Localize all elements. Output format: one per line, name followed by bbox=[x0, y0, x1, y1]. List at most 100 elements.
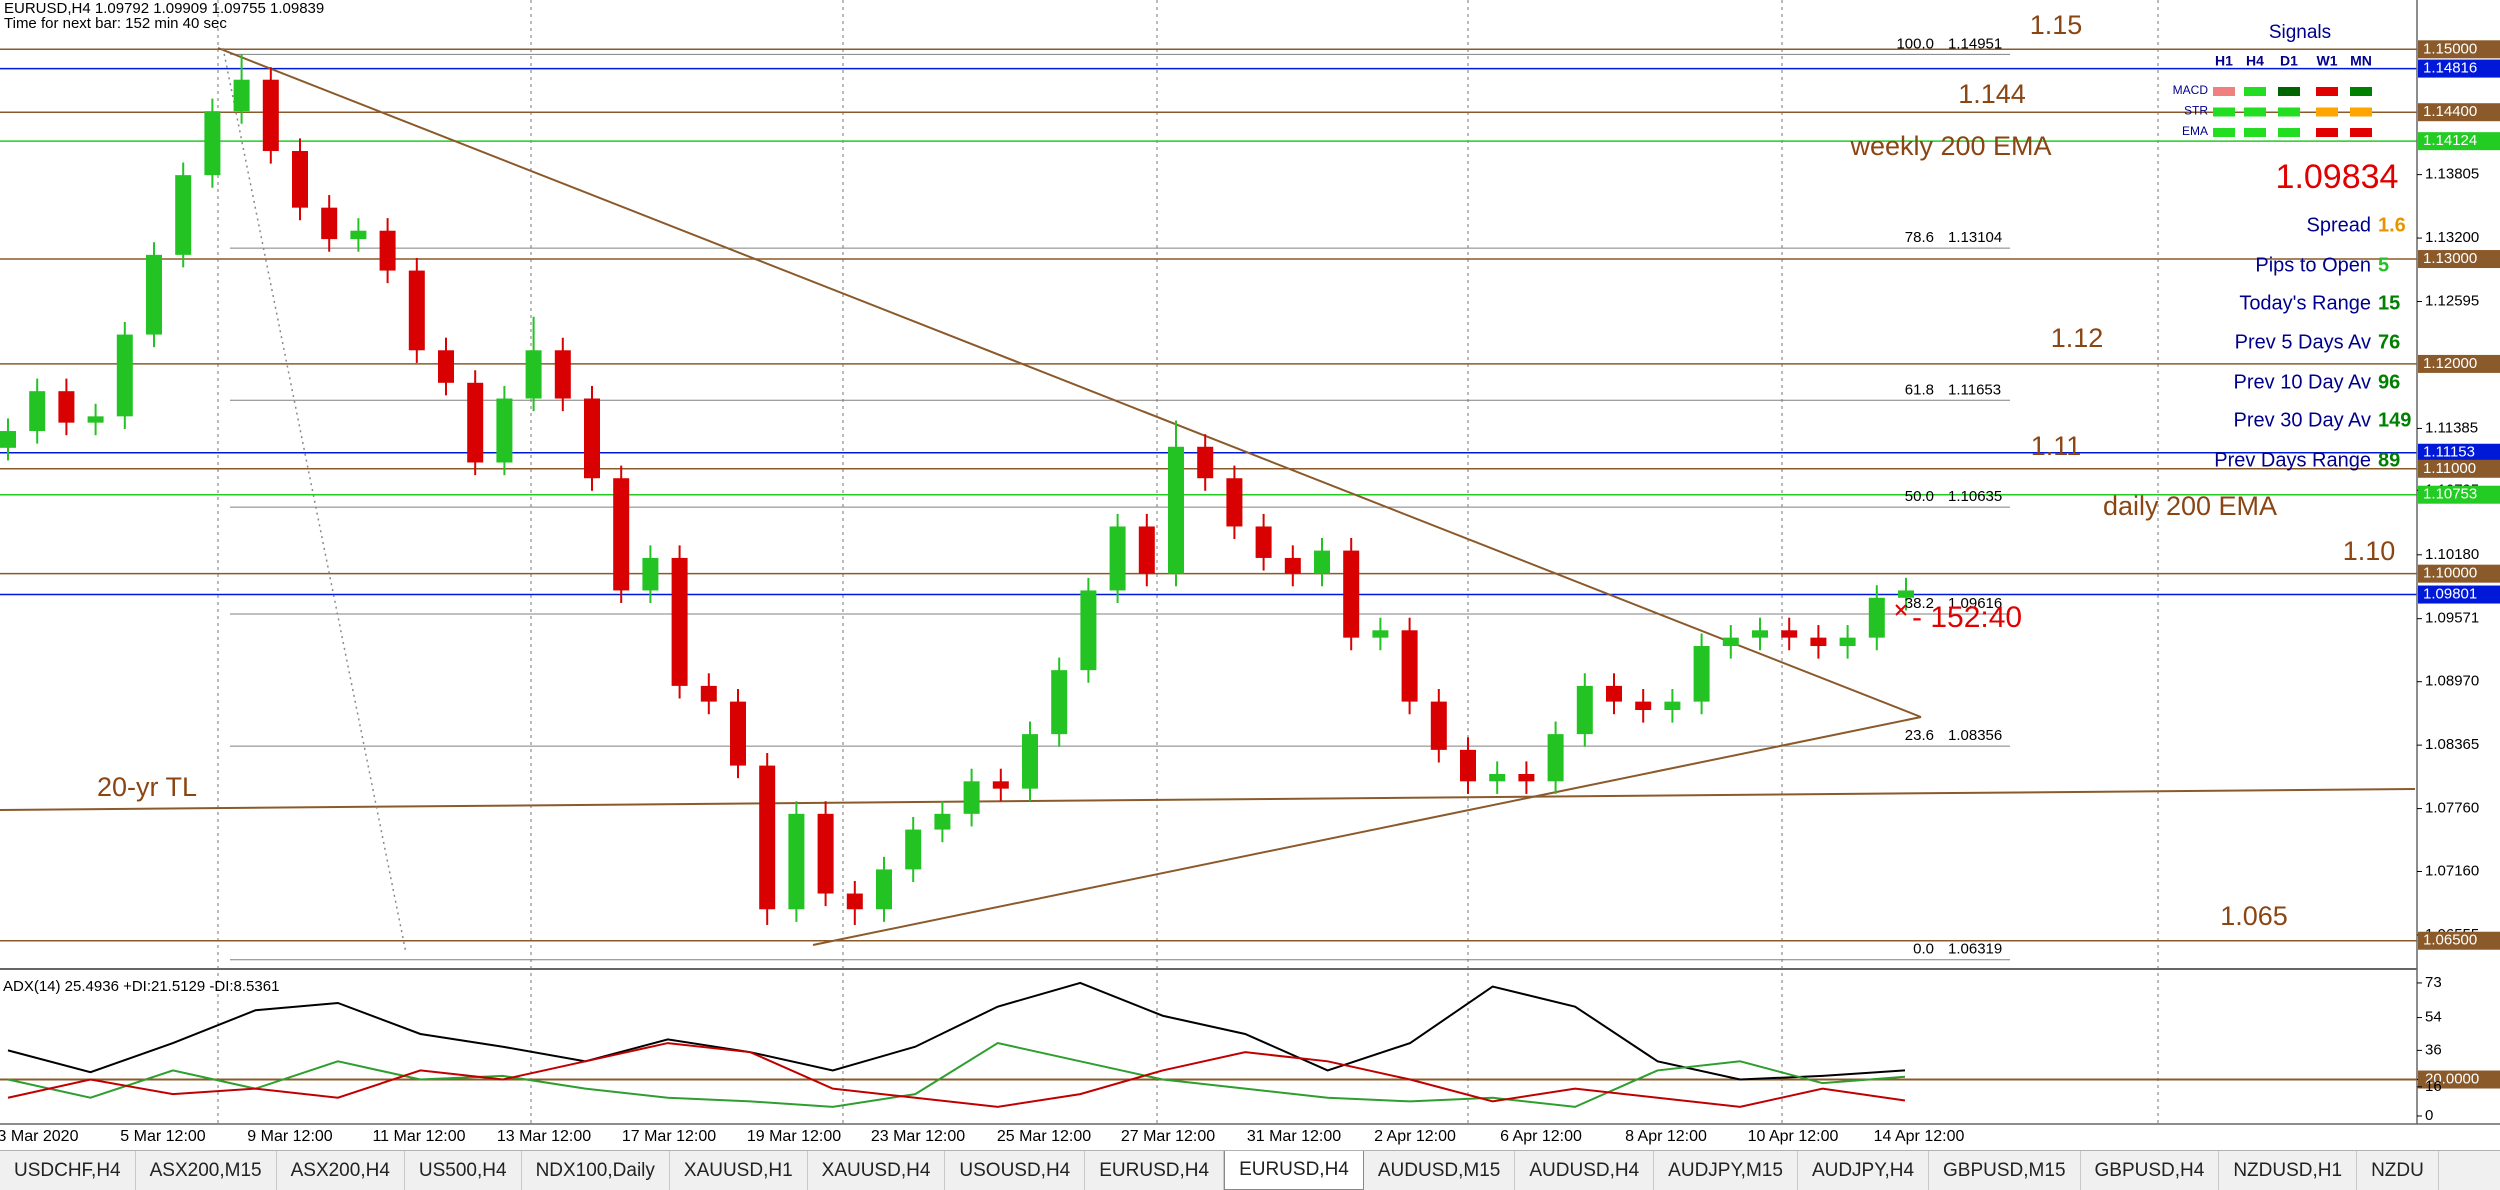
candle-body bbox=[584, 398, 600, 479]
x-tick-label: 23 Mar 12:00 bbox=[871, 1128, 965, 1145]
candle-body bbox=[992, 781, 1009, 789]
signal-column: D1 bbox=[2280, 53, 2298, 69]
x-tick-label: 31 Mar 12:00 bbox=[1247, 1128, 1341, 1145]
candle-body bbox=[1430, 701, 1447, 750]
candle-body bbox=[554, 350, 571, 399]
candle-body bbox=[233, 79, 250, 112]
candle-body bbox=[496, 398, 513, 463]
candle-body bbox=[1518, 773, 1535, 782]
candle-body bbox=[963, 781, 980, 814]
x-tick-label: 25 Mar 12:00 bbox=[997, 1128, 1091, 1145]
tab[interactable]: AUDJPY,M15 bbox=[1654, 1151, 1798, 1190]
fib-level: 50.0 bbox=[1905, 488, 1934, 505]
tab[interactable]: ASX200,M15 bbox=[136, 1151, 277, 1190]
tab[interactable]: XAUUSD,H1 bbox=[670, 1151, 808, 1190]
candle-body bbox=[1547, 734, 1564, 782]
stat-value: 76 bbox=[2378, 331, 2400, 353]
signal-column: W1 bbox=[2317, 53, 2338, 69]
tab[interactable]: USOUSD,H4 bbox=[945, 1151, 1086, 1190]
tab[interactable]: GBPUSD,H4 bbox=[2081, 1151, 2220, 1190]
candle-body bbox=[525, 350, 542, 399]
candle-body bbox=[817, 813, 834, 894]
candle-body bbox=[350, 230, 367, 240]
fib-level: 78.6 bbox=[1905, 229, 1934, 246]
annotation: 1.12 bbox=[2051, 323, 2104, 353]
y-tick-label: 1.11385 bbox=[2425, 419, 2478, 436]
tab[interactable]: AUDUSD,M15 bbox=[1364, 1151, 1516, 1190]
tab[interactable]: GBPUSD,M15 bbox=[1929, 1151, 2081, 1190]
candle-body bbox=[1664, 701, 1681, 711]
fib-price: 1.08356 bbox=[1948, 727, 2002, 744]
fib-price: 1.09616 bbox=[1948, 595, 2002, 612]
candle-body bbox=[1781, 630, 1798, 638]
signal-block bbox=[2213, 107, 2235, 117]
tab[interactable]: EURUSD,H4 bbox=[1224, 1151, 1364, 1190]
candle-body bbox=[1810, 637, 1827, 647]
signal-row-label: STR bbox=[2184, 104, 2208, 118]
downtrend-line bbox=[217, 47, 1922, 718]
stat-label: Prev Days Range bbox=[2214, 449, 2371, 471]
tab[interactable]: USDCHF,H4 bbox=[0, 1151, 136, 1190]
signal-block bbox=[2278, 128, 2300, 137]
y-tick-label: 1.12595 bbox=[2425, 292, 2479, 309]
tab-bar: USDCHF,H4 ASX200,M15 ASX200,H4 US500,H4 NDX1… bbox=[0, 1150, 2500, 1190]
candle-body bbox=[292, 151, 308, 208]
x-tick-label: 27 Mar 12:00 bbox=[1121, 1128, 1215, 1145]
stat-value: 89 bbox=[2378, 449, 2400, 471]
candle-body bbox=[1401, 630, 1418, 702]
x-tick-label: 2 Apr 12:00 bbox=[1374, 1128, 1456, 1145]
signal-column: MN bbox=[2350, 53, 2372, 69]
stat-label: Prev 10 Day Av bbox=[2234, 371, 2371, 393]
candle-body bbox=[58, 391, 75, 423]
signal-row-label: EMA bbox=[2182, 124, 2208, 138]
annotation: 1.10 bbox=[2343, 536, 2396, 566]
trendlines bbox=[0, 47, 2416, 954]
x-tick-label: 3 Mar 2020 bbox=[0, 1128, 79, 1145]
fib-price: 1.11653 bbox=[1948, 381, 2001, 398]
tab[interactable]: AUDUSD,H4 bbox=[1515, 1151, 1655, 1190]
candle-body bbox=[321, 207, 338, 240]
y-tick-label: 0 bbox=[2425, 1107, 2433, 1124]
tab[interactable]: XAUUSD,H4 bbox=[808, 1151, 946, 1190]
tab[interactable]: NDX100,Daily bbox=[522, 1151, 670, 1190]
annotation: 1.11 bbox=[2031, 431, 2082, 461]
x-tick-label: 13 Mar 12:00 bbox=[497, 1128, 591, 1145]
day-separators bbox=[217, 0, 2159, 1124]
fib-price: 1.10635 bbox=[1948, 488, 2002, 505]
candle-body bbox=[379, 230, 396, 271]
y-tick-label: 1.08970 bbox=[2425, 673, 2479, 690]
fib-price: 1.14951 bbox=[1948, 35, 2002, 52]
signal-block bbox=[2244, 87, 2266, 96]
tab[interactable]: NZDU bbox=[2357, 1151, 2439, 1190]
candles bbox=[0, 54, 1914, 926]
adx-line bbox=[7, 1042, 1906, 1108]
annotation: 1.065 bbox=[2220, 901, 2288, 931]
stat-label: Pips to Open bbox=[2255, 254, 2371, 276]
candle-body bbox=[1839, 637, 1856, 647]
symbol-line: EURUSD,H4 1.09792 1.09909 1.09755 1.0983… bbox=[4, 0, 324, 17]
stat-value: 149 bbox=[2378, 409, 2411, 431]
x-tick-label: 14 Apr 12:00 bbox=[1874, 1128, 1965, 1145]
candle-body bbox=[905, 829, 922, 870]
level-label: 1.10753 bbox=[2423, 486, 2477, 503]
signal-block bbox=[2316, 87, 2338, 96]
signal-block bbox=[2244, 128, 2266, 137]
candle-body bbox=[1138, 526, 1155, 574]
fib-price: 1.13104 bbox=[1948, 229, 2002, 246]
tab[interactable]: NZDUSD,H1 bbox=[2219, 1151, 2358, 1190]
signal-column: H1 bbox=[2215, 53, 2233, 69]
tab[interactable]: US500,H4 bbox=[405, 1151, 522, 1190]
candle-body bbox=[730, 701, 746, 766]
level-label: 1.14816 bbox=[2423, 60, 2477, 77]
stat-value: 5 bbox=[2378, 254, 2389, 276]
level-box bbox=[2418, 485, 2500, 504]
tab[interactable]: AUDJPY,H4 bbox=[1798, 1151, 1930, 1190]
tab[interactable]: ASX200,H4 bbox=[277, 1151, 405, 1190]
cross bbox=[1895, 604, 1907, 616]
level-label: 1.06500 bbox=[2423, 932, 2477, 949]
candle-body bbox=[204, 111, 221, 176]
cross-marker bbox=[1895, 604, 1907, 616]
candle-body bbox=[1255, 526, 1272, 558]
tab[interactable]: EURUSD,H4 bbox=[1085, 1151, 1225, 1190]
